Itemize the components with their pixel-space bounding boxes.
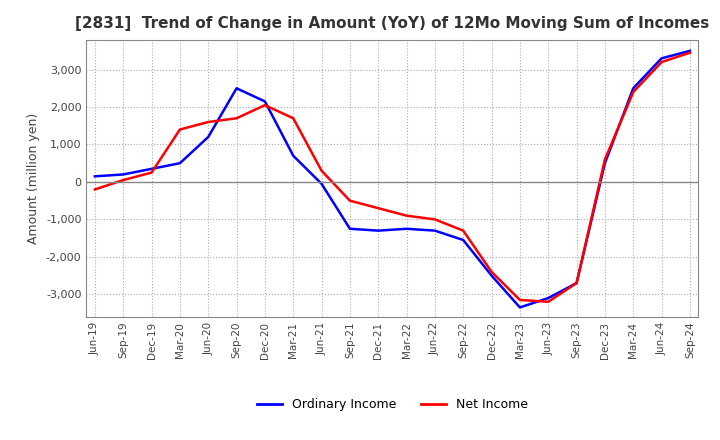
Net Income <box>204 119 212 125</box>
Ordinary Income <box>516 305 524 310</box>
Net Income <box>402 213 411 218</box>
Net Income <box>544 299 552 304</box>
Net Income <box>318 168 326 173</box>
Net Income <box>657 59 666 65</box>
Net Income <box>600 157 609 162</box>
Ordinary Income <box>91 174 99 179</box>
Net Income <box>572 280 581 286</box>
Ordinary Income <box>685 48 694 54</box>
Ordinary Income <box>459 237 467 242</box>
Net Income <box>148 170 156 175</box>
Ordinary Income <box>487 273 496 278</box>
Ordinary Income <box>544 295 552 301</box>
Ordinary Income <box>374 228 382 233</box>
Ordinary Income <box>657 56 666 61</box>
Net Income <box>629 89 637 95</box>
Ordinary Income <box>176 161 184 166</box>
Net Income <box>459 228 467 233</box>
Title: [2831]  Trend of Change in Amount (YoY) of 12Mo Moving Sum of Incomes: [2831] Trend of Change in Amount (YoY) o… <box>76 16 709 32</box>
Net Income <box>487 269 496 275</box>
Ordinary Income <box>204 134 212 139</box>
Net Income <box>176 127 184 132</box>
Ordinary Income <box>572 280 581 286</box>
Net Income <box>516 297 524 303</box>
Net Income <box>685 50 694 55</box>
Net Income <box>119 177 127 183</box>
Net Income <box>289 116 297 121</box>
Ordinary Income <box>629 86 637 91</box>
Net Income <box>346 198 354 203</box>
Net Income <box>261 103 269 108</box>
Line: Ordinary Income: Ordinary Income <box>95 51 690 308</box>
Ordinary Income <box>233 86 241 91</box>
Legend: Ordinary Income, Net Income: Ordinary Income, Net Income <box>252 393 533 416</box>
Net Income <box>431 217 439 222</box>
Ordinary Income <box>346 226 354 231</box>
Ordinary Income <box>261 99 269 104</box>
Ordinary Income <box>600 161 609 166</box>
Ordinary Income <box>318 181 326 187</box>
Net Income <box>91 187 99 192</box>
Y-axis label: Amount (million yen): Amount (million yen) <box>27 113 40 244</box>
Ordinary Income <box>402 226 411 231</box>
Ordinary Income <box>119 172 127 177</box>
Net Income <box>233 116 241 121</box>
Ordinary Income <box>431 228 439 233</box>
Ordinary Income <box>289 153 297 158</box>
Net Income <box>374 205 382 211</box>
Line: Net Income: Net Income <box>95 53 690 302</box>
Ordinary Income <box>148 166 156 172</box>
